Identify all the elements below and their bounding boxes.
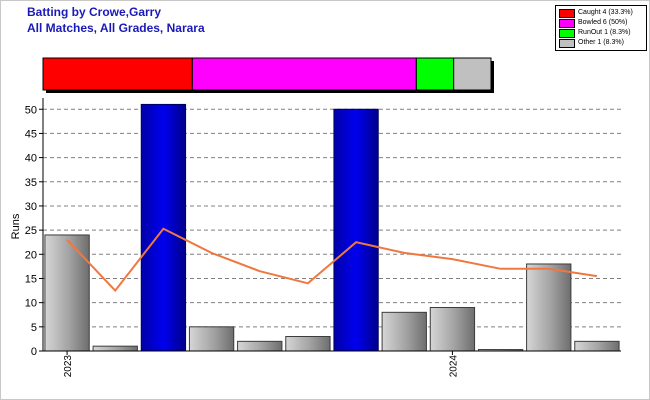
y-tick-label-35: 35 bbox=[25, 177, 37, 189]
trend-polyline bbox=[66, 227, 598, 293]
legend-label-other: Other 1 (8.3%) bbox=[578, 39, 624, 46]
gridlines bbox=[43, 108, 621, 328]
y-tick-label-10: 10 bbox=[25, 298, 37, 310]
y-axis-label: Runs bbox=[10, 213, 22, 239]
runs-bar-2 bbox=[92, 345, 138, 352]
runs-bar-11 bbox=[526, 263, 572, 352]
legend-label-caught: Caught 4 (33.3%) bbox=[578, 9, 633, 16]
legend-swatch-other bbox=[559, 39, 575, 48]
y-tick-label-0: 0 bbox=[31, 346, 37, 358]
runs-bar-8 bbox=[381, 311, 427, 352]
legend-label-bowled: Bowled 6 (50%) bbox=[578, 19, 628, 26]
y-tick-label-30: 30 bbox=[25, 201, 37, 213]
runs-bar-9 bbox=[429, 306, 476, 352]
legend-swatch-runout bbox=[559, 29, 575, 38]
legend-swatch-caught bbox=[559, 9, 575, 18]
y-tick-label-5: 5 bbox=[31, 322, 37, 334]
y-tick-label-20: 20 bbox=[25, 249, 37, 261]
runs-bar-4 bbox=[188, 326, 235, 352]
axes: 0 5 10 15 20 25 30 35 40 45 50 Runs 2023 2024 bbox=[10, 98, 621, 377]
x-tick-label-2024: 2024 bbox=[448, 355, 459, 378]
dismissal-segment-runout bbox=[415, 57, 455, 91]
x-tick-label-2023: 2023 bbox=[63, 355, 74, 378]
y-tick-label-15: 15 bbox=[25, 273, 37, 285]
dismissal-bar bbox=[42, 57, 494, 93]
runs-bar-5 bbox=[237, 340, 283, 352]
y-tick-label-40: 40 bbox=[25, 153, 37, 165]
legend: Caught 4 (33.3%) Bowled 6 (50%) RunOut 1… bbox=[555, 5, 647, 51]
legend-swatch-bowled bbox=[559, 19, 575, 28]
y-tick-label-45: 45 bbox=[25, 128, 37, 140]
y-tick-label-50: 50 bbox=[25, 104, 37, 116]
runs-bars bbox=[44, 103, 620, 352]
dismissal-segment-other bbox=[453, 57, 492, 91]
trend-line bbox=[66, 227, 598, 293]
runs-bar-12 bbox=[574, 340, 620, 352]
legend-label-runout: RunOut 1 (8.3%) bbox=[578, 29, 631, 36]
y-tick-label-25: 25 bbox=[25, 225, 37, 237]
dismissal-segment-caught bbox=[42, 57, 193, 91]
chart-title: Batting by Crowe,Garry bbox=[27, 5, 162, 19]
dismissal-segment-bowled bbox=[191, 57, 417, 91]
chart-subtitle: All Matches, All Grades, Narara bbox=[27, 21, 205, 35]
runs-bar-7 bbox=[333, 108, 379, 352]
runs-bar-6 bbox=[285, 335, 331, 352]
runs-bar-1 bbox=[44, 234, 90, 352]
